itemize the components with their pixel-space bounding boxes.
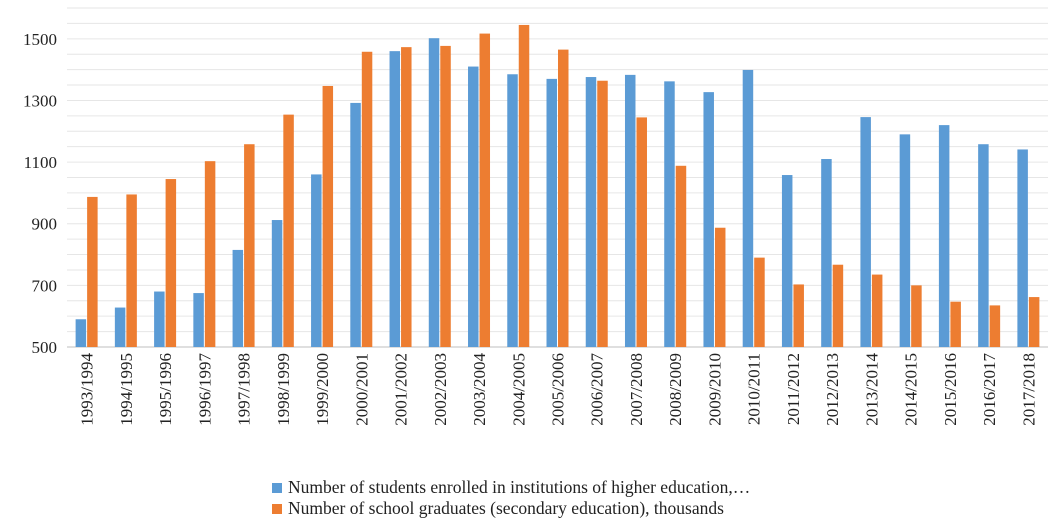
x-tick-label: 1996/1997: [195, 353, 214, 426]
bar-graduates-1996-1997: [204, 161, 216, 347]
y-tick-label: 1500: [23, 30, 57, 49]
x-tick-label: 1998/1999: [274, 353, 293, 426]
bar-students-1997-1998: [232, 249, 244, 347]
bar-graduates-1997-1998: [244, 144, 255, 347]
bar-students-2003-2004: [468, 66, 479, 348]
legend-item-students: Number of students enrolled in instituti…: [272, 477, 750, 498]
y-tick-label: 1300: [23, 91, 57, 110]
y-tick-label: 1100: [24, 153, 57, 172]
bars: [75, 24, 1040, 348]
legend-swatch-graduates: [272, 503, 282, 514]
x-tick-label: 1997/1998: [235, 353, 254, 426]
bar-graduates-2005-2006: [558, 49, 569, 347]
x-tick-label: 2002/2003: [431, 353, 450, 426]
x-tick-label: 2011/2012: [784, 353, 803, 425]
bar-students-2005-2006: [546, 78, 557, 347]
bar-graduates-2003-2004: [479, 33, 491, 347]
bar-students-2016-2017: [978, 144, 989, 347]
x-tick-label: 1993/1994: [78, 353, 97, 426]
x-tick-label: 1999/2000: [313, 353, 332, 426]
legend-label-students: Number of students enrolled in instituti…: [288, 477, 751, 497]
y-tick-label: 500: [32, 338, 58, 357]
x-tick-label: 2006/2007: [588, 353, 607, 426]
gridlines: [67, 7, 1048, 348]
x-tick-label: 2008/2009: [666, 353, 685, 426]
x-tick-label: 2015/2016: [941, 353, 960, 426]
bar-graduates-1995-1996: [165, 179, 177, 347]
bar-students-2013-2014: [860, 117, 871, 347]
x-tick-label: 2009/2010: [705, 353, 724, 426]
y-tick-label: 900: [32, 215, 58, 234]
bar-students-2000-2001: [350, 102, 361, 347]
bar-students-1995-1996: [154, 291, 165, 347]
bar-students-2009-2010: [703, 92, 714, 347]
legend: Number of students enrolled in instituti…: [272, 477, 750, 519]
bar-graduates-2008-2009: [675, 165, 687, 347]
bar-students-1996-1997: [193, 293, 204, 347]
x-axis-tick-labels: 1993/1994 1994/1995 1995/1996 1996/1997 1997…: [78, 353, 1039, 426]
bar-graduates-1998-1999: [283, 114, 294, 347]
y-axis-tick-labels: 500 700 900 1100 1300 1500: [23, 30, 57, 357]
legend-swatch-students: [272, 482, 282, 493]
x-tick-label: 2007/2008: [627, 353, 646, 426]
x-tick-label: 1995/1996: [156, 353, 175, 426]
bar-graduates-2000-2001: [361, 51, 373, 348]
bar-graduates-2010-2011: [754, 257, 765, 347]
bar-students-1993-1994: [75, 319, 87, 347]
bar-graduates-2001-2002: [401, 47, 412, 347]
x-tick-label: 2013/2014: [862, 353, 881, 426]
bar-students-1999-2000: [311, 174, 322, 347]
x-tick-label: 2017/2018: [1019, 353, 1038, 426]
bar-graduates-2009-2010: [714, 227, 726, 347]
bar-students-2014-2015: [899, 134, 911, 347]
x-tick-label: 2010/2011: [745, 353, 764, 425]
bar-graduates-2007-2008: [636, 117, 647, 348]
bar-graduates-2014-2015: [911, 285, 922, 347]
y-tick-label: 700: [32, 276, 58, 295]
bar-students-2010-2011: [742, 69, 754, 347]
bar-graduates-2004-2005: [518, 24, 530, 347]
x-tick-label: 2001/2002: [392, 353, 411, 426]
x-tick-label: 2012/2013: [823, 353, 842, 426]
bar-students-2004-2005: [507, 74, 518, 347]
bar-students-2006-2007: [585, 77, 597, 348]
bar-graduates-2017-2018: [1028, 297, 1040, 347]
bar-graduates-2002-2003: [440, 45, 451, 347]
bar-students-2017-2018: [1017, 149, 1028, 347]
bar-students-1994-1995: [114, 307, 126, 347]
bar-graduates-1994-1995: [126, 194, 137, 347]
x-tick-label: 1994/1995: [117, 353, 136, 426]
bar-students-2008-2009: [664, 81, 675, 347]
bar-graduates-2012-2013: [832, 264, 844, 347]
x-tick-label: 2016/2017: [980, 353, 999, 426]
x-tick-label: 2000/2001: [352, 353, 371, 426]
legend-label-graduates: Number of school graduates (secondary ed…: [288, 498, 724, 518]
bar-students-2012-2013: [821, 159, 832, 347]
bar-graduates-2015-2016: [950, 301, 961, 347]
bar-graduates-2011-2012: [793, 284, 804, 347]
bar-graduates-2016-2017: [989, 305, 1001, 347]
bar-graduates-1999-2000: [322, 85, 334, 347]
bar-students-2007-2008: [624, 74, 636, 347]
bar-students-2015-2016: [938, 125, 950, 347]
bar-graduates-2013-2014: [871, 274, 883, 347]
bar-students-2001-2002: [389, 51, 401, 348]
bar-graduates-2006-2007: [597, 80, 608, 348]
x-tick-label: 2004/2005: [509, 353, 528, 426]
x-tick-label: 2014/2015: [902, 353, 921, 426]
bar-students-2011-2012: [781, 175, 793, 347]
x-tick-label: 2003/2004: [470, 353, 489, 426]
x-tick-label: 2005/2006: [549, 353, 568, 426]
legend-item-graduates: Number of school graduates (secondary ed…: [272, 498, 750, 519]
bar-students-1998-1999: [271, 220, 283, 347]
bar-students-2002-2003: [428, 38, 440, 348]
bar-graduates-1993-1994: [87, 196, 98, 347]
